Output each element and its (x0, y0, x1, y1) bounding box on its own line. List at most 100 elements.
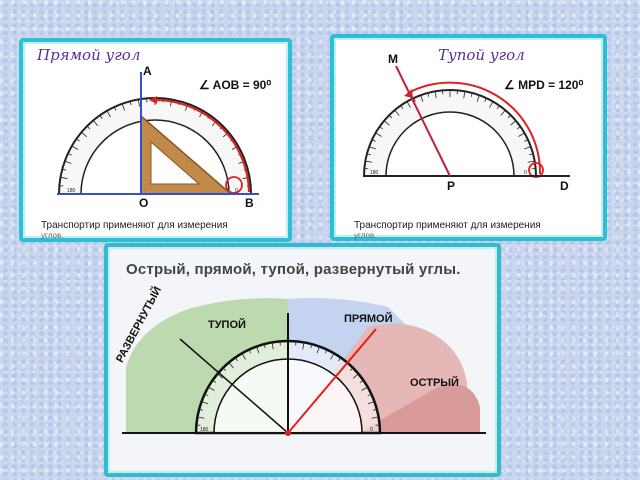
tick-mark (366, 153, 371, 156)
obtuse-angle-figure: 180 0 (362, 65, 570, 178)
tick-mark (67, 153, 72, 156)
tick-mark (434, 91, 437, 99)
tick-mark (137, 99, 140, 107)
ray-pm (395, 65, 451, 177)
vertex-point (285, 430, 291, 436)
tick-mark (518, 132, 525, 137)
tick-mark (367, 401, 375, 405)
tick-mark (121, 103, 125, 111)
tick-mark (217, 373, 224, 379)
point-p-label: P (447, 179, 456, 193)
tick-mark (369, 146, 376, 150)
tick-mark (367, 393, 372, 397)
angle-arc (154, 99, 250, 193)
angle-formula: ∠ MPD = 120⁰ (504, 78, 584, 92)
tick-mark (316, 346, 320, 354)
obtuse-angle-panel: 180 0 Тупой угол M P D ∠ MPD = 120⁰ Тран… (330, 34, 607, 241)
tick-mark (349, 367, 354, 372)
tick-mark (199, 408, 204, 411)
tick-mark (365, 160, 373, 163)
angle-types-panel: 180 0 Острый, прямой, тупой, развернутый… (104, 243, 501, 477)
label-obtuse: ТУПОЙ (208, 319, 246, 331)
tick-mark (324, 349, 328, 354)
angle-formula: ∠ AOB = 90⁰ (199, 78, 272, 92)
tick-mark (204, 393, 209, 397)
tick-mark (222, 367, 227, 372)
tick-mark (330, 353, 335, 360)
set-square-hole (150, 140, 201, 185)
tick-mark (375, 132, 382, 137)
tick-mark (379, 126, 384, 130)
point-b-label: B (245, 196, 254, 210)
protractor-inner (385, 111, 515, 177)
tick-mark (359, 379, 364, 383)
tick-mark (470, 92, 473, 97)
tick-mark (197, 416, 205, 419)
tick-mark (338, 357, 342, 362)
tick-mark (500, 109, 506, 116)
zone-acute (358, 384, 480, 433)
tick-mark (524, 139, 529, 142)
caption-line-1: Транспортир применяют для измерения (41, 220, 228, 231)
tick-mark (524, 146, 531, 150)
tick-mark (271, 342, 274, 350)
tick-mark (476, 95, 480, 102)
svg-text:0: 0 (524, 170, 527, 176)
svg-text:0: 0 (235, 188, 238, 194)
label-right: ПРЯМОЙ (344, 313, 393, 325)
angle-types-figure: 180 0 (122, 298, 486, 436)
tick-mark (484, 97, 487, 102)
tick-mark (529, 153, 534, 156)
tick-mark (92, 120, 99, 127)
tick-mark (241, 353, 246, 360)
point-o-label: O (139, 196, 149, 210)
tick-mark (256, 346, 260, 354)
tick-mark (129, 101, 132, 106)
ray-obtuse (179, 338, 289, 434)
tick-mark (394, 109, 400, 116)
tick-mark (371, 139, 376, 142)
tick-mark (352, 373, 359, 379)
tick-mark (388, 114, 393, 119)
ray-acute (287, 328, 377, 434)
svg-text:0: 0 (370, 427, 373, 433)
tick-mark (372, 408, 377, 411)
panel-title: Прямой угол (37, 46, 141, 64)
svg-text:180: 180 (67, 188, 76, 194)
tick-mark (383, 120, 390, 126)
tick-mark (248, 349, 252, 354)
tick-mark (106, 110, 111, 118)
angle-arc (407, 81, 542, 175)
tick-mark (212, 379, 217, 383)
svg-text:180: 180 (370, 170, 379, 176)
tick-mark (361, 386, 368, 391)
tick-mark (527, 160, 535, 163)
tick-mark (60, 176, 68, 179)
tick-mark (507, 114, 512, 119)
right-angle-figure: 180 0 (57, 72, 259, 195)
tick-mark (496, 105, 500, 110)
point-d-label: D (560, 179, 569, 193)
tick-mark (201, 401, 209, 405)
tick-mark (234, 357, 238, 362)
tick-mark (406, 101, 411, 108)
tick-mark (413, 97, 416, 102)
tick-mark (62, 168, 67, 171)
tick-mark (310, 344, 313, 349)
right-angle-panel: 180 0 Прямой угол A O B ∠ AOB = 90⁰ Тран… (19, 38, 292, 242)
point-m-label: M (388, 52, 398, 66)
tick-mark (208, 386, 215, 391)
tick-mark (86, 125, 91, 130)
point-a-label: A (143, 64, 152, 78)
tick-mark (114, 106, 117, 111)
tick-mark (371, 416, 379, 419)
tick-mark (427, 92, 430, 97)
tick-mark (420, 95, 424, 102)
arc-arrow (149, 96, 157, 104)
svg-text:180: 180 (200, 427, 209, 433)
panel-title: Тупой угол (438, 46, 525, 64)
caption-line-1: Транспортир применяют для измерения (354, 220, 541, 231)
tick-mark (228, 362, 234, 369)
tick-mark (263, 344, 266, 349)
tick-mark (71, 145, 79, 150)
